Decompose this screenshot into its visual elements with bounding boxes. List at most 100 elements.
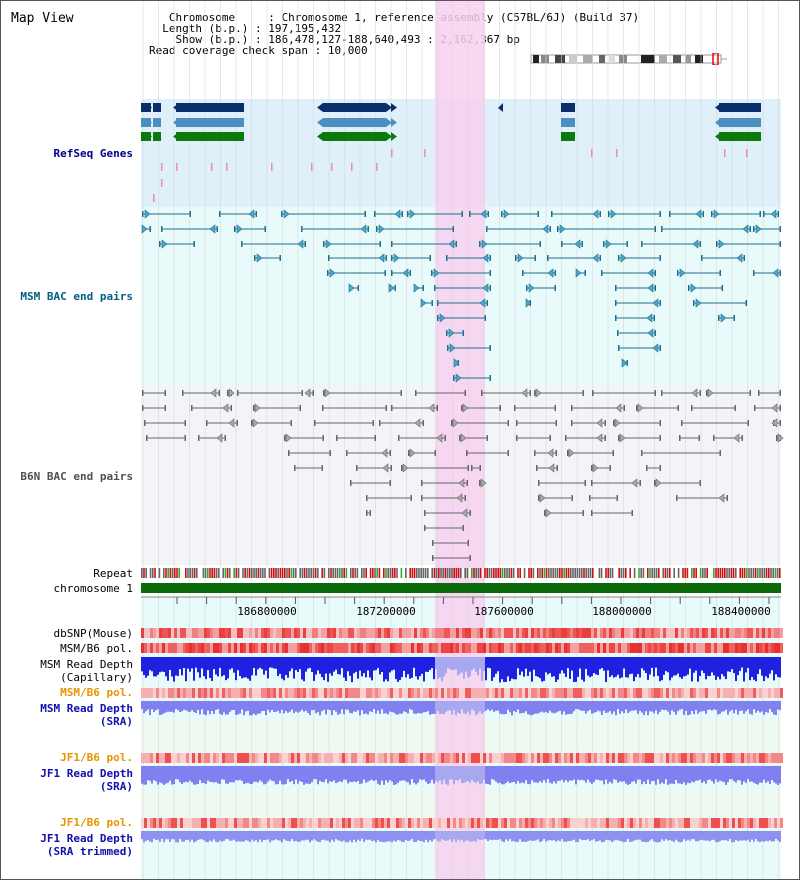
- msm-depth-capillary-bar: [575, 657, 577, 682]
- msm-depth-sra-bar: [511, 701, 513, 716]
- jf1-depth-sra-bar: [681, 766, 683, 785]
- msm-depth-capillary-bar: [539, 657, 541, 679]
- jf1-b6-pol-2-cell: [330, 818, 333, 828]
- msm-depth-capillary-bar: [555, 657, 557, 682]
- msm-depth-sra-bar: [381, 701, 383, 710]
- b6n-bac-pair-end: [676, 495, 678, 501]
- msm-depth-sra-bar: [779, 701, 781, 711]
- msm-depth-capillary-bar: [323, 657, 325, 681]
- jf1-depth-sra-bar: [699, 766, 701, 780]
- msm-depth-capillary-bar: [191, 657, 193, 669]
- dbsnp-cell: [528, 628, 531, 638]
- refseq-marker: [161, 163, 163, 171]
- msm-bac-end-pairs-label[interactable]: MSM BAC end pairs: [20, 290, 133, 303]
- jf1-b6-pol-cell: [618, 753, 621, 763]
- msm-bac-pair-end: [779, 226, 781, 232]
- repeat-element: [490, 568, 493, 578]
- msm-b6-pol-sra-cell: [528, 688, 531, 698]
- msm-depth-capillary-bar: [233, 657, 235, 673]
- repeat-element: [693, 568, 695, 578]
- jf1-depth-trim-bar: [649, 831, 651, 841]
- msm-depth-capillary-bar: [617, 657, 619, 675]
- msm-depth-capillary-bar: [497, 657, 499, 672]
- jf1-b6-pol-2-cell: [627, 818, 630, 828]
- msm-depth-capillary-bar: [213, 657, 215, 670]
- strand-arrow: [391, 132, 397, 141]
- msm-b6-pol-sra-cell: [252, 688, 255, 698]
- msm-b6-pol-sra-cell: [468, 688, 471, 698]
- jf1-depth-sra-bar: [291, 766, 293, 781]
- jf1-depth-trim-bar: [201, 831, 203, 840]
- msm-depth-capillary-bar: [177, 657, 179, 676]
- jf1-b6-pol-2-cell: [504, 818, 507, 828]
- jf1-b6-pol-cell: [372, 753, 375, 763]
- msm-bac-pair-end: [581, 241, 583, 247]
- b6n-bac-pair-end: [654, 480, 656, 486]
- jf1-depth-sra-bar: [199, 766, 201, 781]
- msm-b6-pol-cell: [156, 643, 159, 653]
- jf1-depth-trim-bar: [619, 831, 621, 841]
- msm-bac-pair-end: [234, 226, 236, 232]
- jf1-depth-sra-bar: [507, 766, 509, 782]
- msm-depth-capillary-bar: [527, 657, 529, 677]
- msm-depth-capillary-bar: [655, 657, 657, 668]
- msm-b6-pol-cell: [717, 643, 720, 653]
- b6n-bac-pair-end: [369, 510, 371, 516]
- repeat-element: [391, 568, 394, 578]
- jf1-depth-trim-bar: [517, 831, 519, 843]
- b6n-bac-pair-end: [582, 510, 584, 516]
- repeat-element: [455, 568, 458, 578]
- jf1-depth-sra-bar: [779, 766, 781, 784]
- jf1-depth-trim-bar: [215, 831, 217, 842]
- msm-depth-sra-bar: [619, 701, 621, 714]
- msm-depth-capillary-bar: [753, 657, 755, 680]
- jf1-depth-trim-bar: [353, 831, 355, 840]
- msm-depth-sra-bar: [317, 701, 319, 713]
- dbsnp-cell: [366, 628, 369, 638]
- b6n-bac-pair-arrow: [777, 433, 784, 443]
- jf1-depth-trim-bar: [769, 831, 771, 841]
- msm-bac-pair-arrow: [574, 239, 581, 249]
- jf1-depth-trim-bar: [479, 831, 481, 840]
- refseq-genes-label[interactable]: RefSeq Genes: [53, 147, 133, 160]
- axis-tick-label: 188400000: [711, 605, 771, 618]
- dbsnp-cell: [399, 628, 402, 638]
- jf1-depth-sra-bar: [303, 766, 305, 785]
- msm-bac-pair-end: [718, 315, 720, 321]
- msm-depth-capillary-bar: [159, 657, 161, 673]
- msm-b6-pol-sra-cell: [144, 688, 147, 698]
- jf1-depth-trim-bar: [293, 831, 295, 842]
- jf1-depth-sra-bar: [213, 766, 215, 783]
- msm-depth-capillary-bar: [623, 657, 625, 669]
- repeat-element: [215, 568, 218, 578]
- msm-depth-sra-bar: [289, 701, 291, 712]
- dbsnp-cell: [585, 628, 588, 638]
- jf1-depth-trim-bar: [507, 831, 509, 842]
- chromosome-bar: [141, 583, 781, 593]
- dbsnp-cell: [573, 628, 576, 638]
- jf1-depth-sra-bar: [215, 766, 217, 783]
- jf1-b6-pol-2-cell: [216, 818, 219, 828]
- msm-depth-sra-bar: [323, 701, 325, 710]
- msm-b6-pol-sra-cell: [765, 688, 768, 698]
- msm-depth-capillary-bar: [631, 657, 633, 674]
- msm-depth-sra-bar: [729, 701, 731, 712]
- b6n-bac-pair-end: [390, 465, 392, 471]
- jf1-b6-pol-cell: [609, 753, 612, 763]
- msm-depth-capillary-bar: [545, 657, 547, 673]
- jf1-b6-pol-cell: [600, 753, 603, 763]
- b6n-bac-end-pairs-label[interactable]: B6N BAC end pairs: [20, 470, 133, 483]
- repeat-element: [627, 568, 629, 578]
- msm-bac-pair-arrow: [646, 313, 653, 323]
- msm-bac-pair-end: [659, 300, 661, 306]
- jf1-b6-pol-cell: [273, 753, 276, 763]
- jf1-depth-sra-bar: [449, 766, 451, 780]
- jf1-b6-pol-cell: [675, 753, 678, 763]
- msm-depth-capillary-bar: [441, 657, 443, 682]
- repeat-element: [387, 568, 389, 578]
- msm-depth-capillary-bar: [285, 657, 287, 675]
- jf1-depth-trim-bar: [599, 831, 601, 841]
- chromosome-ideogram[interactable]: [529, 53, 729, 65]
- msm-depth-capillary-bar: [585, 657, 587, 669]
